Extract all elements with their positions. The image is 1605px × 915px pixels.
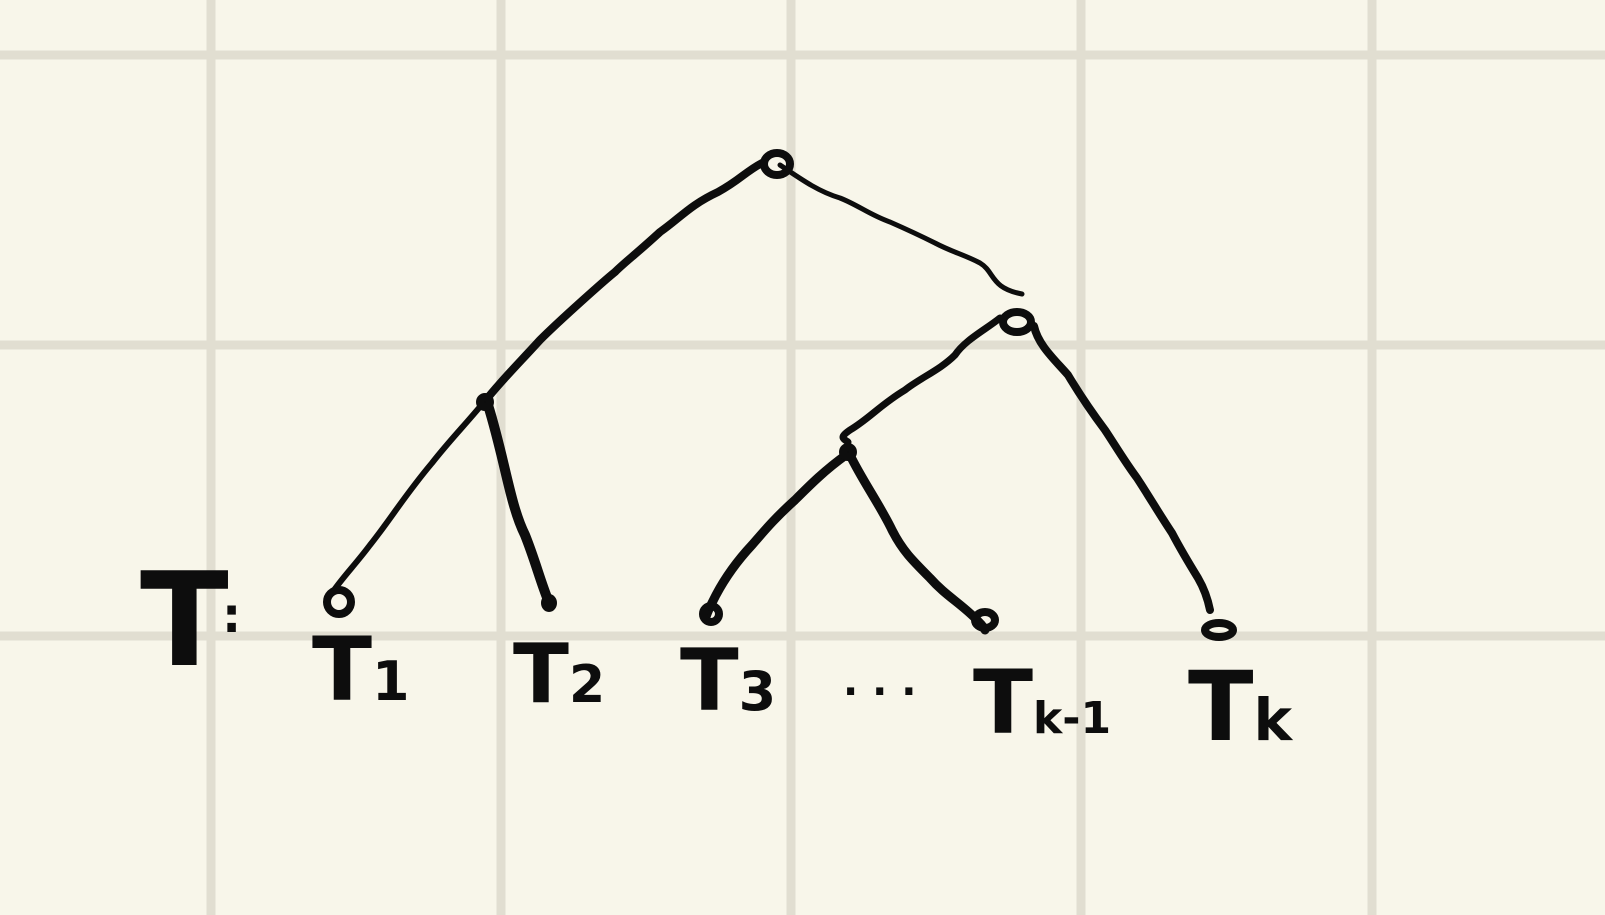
edge-root-right bbox=[777, 162, 1025, 297]
edge-a-t2 bbox=[483, 400, 553, 605]
leaf-node-tk bbox=[1201, 619, 1237, 641]
tree-label-separator: : bbox=[222, 588, 241, 644]
internal-node-c bbox=[839, 443, 857, 461]
tree-edges bbox=[329, 159, 1214, 635]
leaf-node-t3 bbox=[699, 602, 723, 626]
ellipsis: · · · bbox=[843, 669, 916, 715]
labels: T : T1 T2 T3 · · · Tk-1 Tk bbox=[140, 544, 1293, 763]
leaf-node-t2 bbox=[541, 594, 557, 612]
subtree-label-tk: Tk bbox=[1188, 651, 1293, 763]
internal-node-a bbox=[476, 393, 494, 411]
internal-node-b bbox=[999, 308, 1035, 336]
edge-a-t1 bbox=[329, 399, 487, 596]
edge-c-t3 bbox=[701, 450, 851, 622]
root-node bbox=[760, 149, 794, 179]
subtree-label-tk-1: Tk-1 bbox=[973, 651, 1111, 754]
tree-label: T bbox=[140, 544, 229, 696]
edge-c-tk-1 bbox=[845, 450, 990, 635]
subtree-label-t2: T2 bbox=[513, 627, 605, 722]
subtree-label-t1: T1 bbox=[312, 618, 410, 721]
edge-root-left bbox=[482, 159, 766, 404]
tree-nodes bbox=[323, 149, 1237, 641]
leaf-node-t1 bbox=[323, 586, 355, 618]
edge-b-tk bbox=[1030, 322, 1214, 614]
subtree-label-t3: T3 bbox=[680, 631, 776, 731]
edge-b-c bbox=[839, 314, 1004, 446]
leaf-node-tk-1 bbox=[971, 608, 999, 632]
